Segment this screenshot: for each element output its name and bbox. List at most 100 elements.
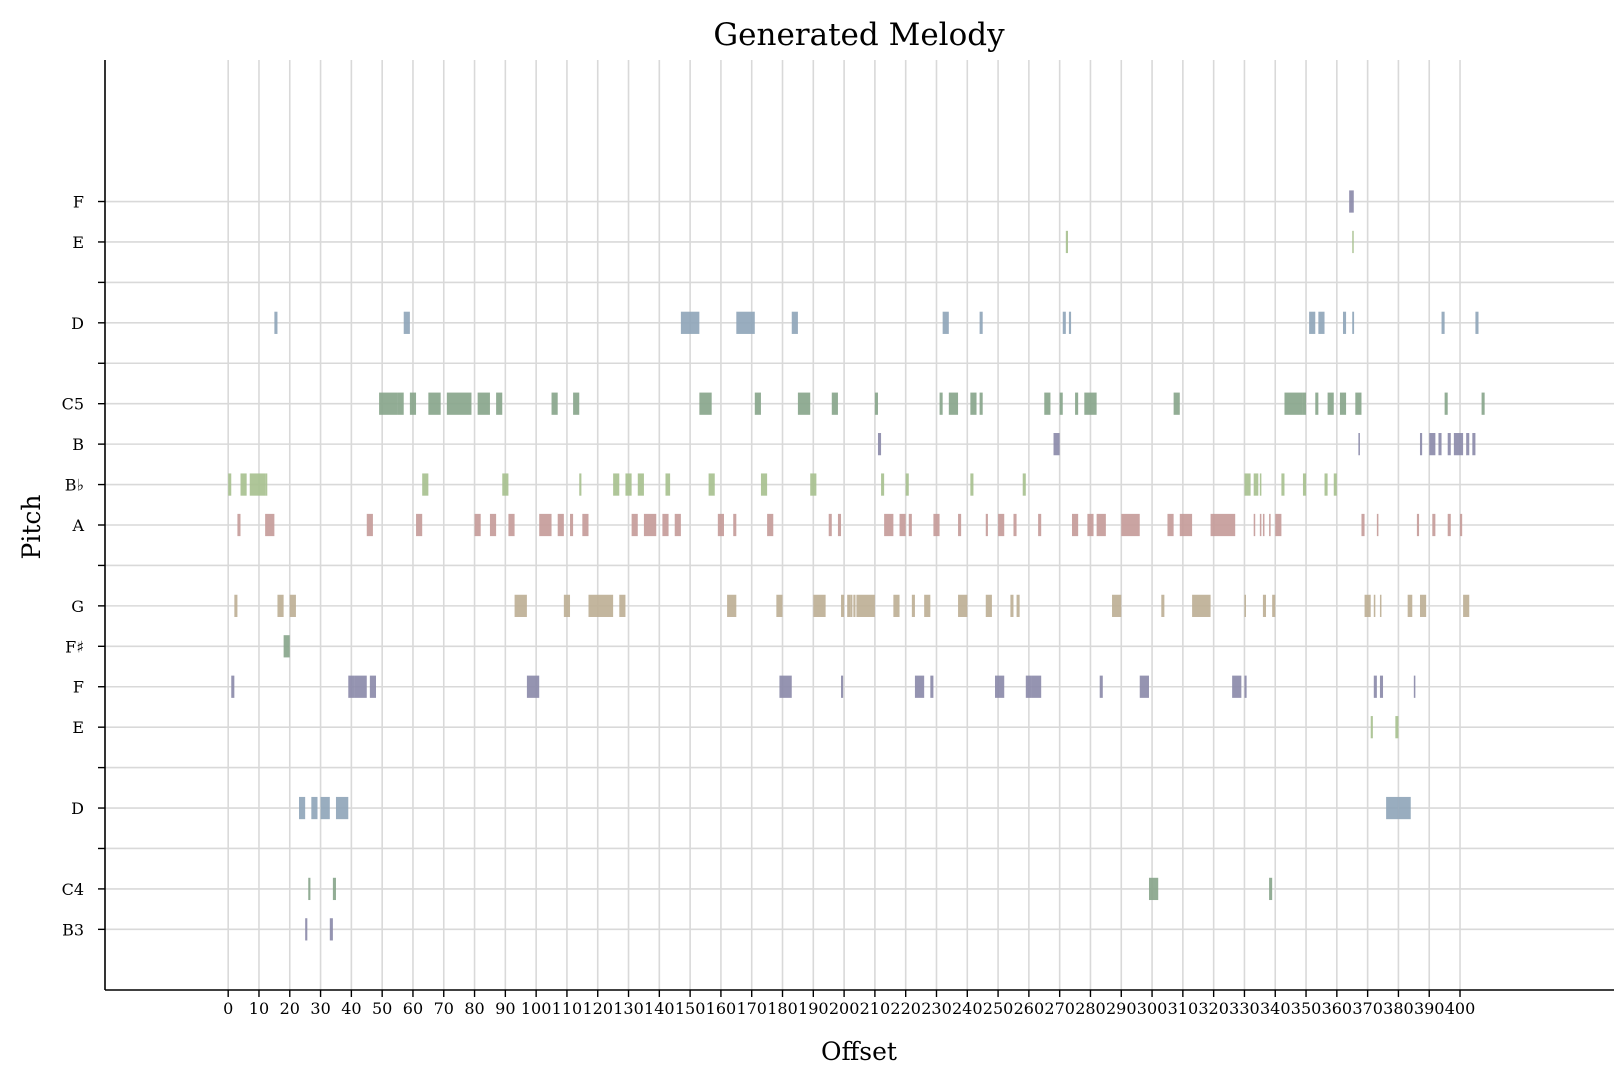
y-tick-label: D [71, 314, 84, 333]
x-tick-label: 400 [1445, 999, 1476, 1018]
note-bar [736, 311, 755, 334]
note-bar [841, 675, 844, 698]
note-bar [1059, 392, 1063, 415]
note-bar [985, 513, 988, 537]
note-bar [1416, 513, 1420, 537]
note-bar [727, 594, 737, 617]
note-bar [1376, 513, 1379, 537]
note-bar [320, 796, 330, 820]
note-bar [335, 796, 349, 820]
note-bar [911, 594, 915, 617]
x-tick-label: 210 [860, 999, 891, 1018]
x-tick-label: 40 [341, 999, 361, 1018]
note-bar [1016, 594, 1020, 617]
y-tick-label: D [71, 799, 84, 818]
y-tick-label: F [73, 193, 84, 212]
note-bar [1262, 513, 1265, 537]
note-bar [1096, 513, 1106, 537]
note-bar [1466, 433, 1470, 456]
y-tick-label: A [71, 516, 84, 535]
x-tick-label: 370 [1352, 999, 1383, 1018]
note-bar [1407, 594, 1413, 617]
note-bar [277, 594, 284, 617]
note-bar [717, 513, 724, 537]
note-bar [477, 392, 490, 415]
note-bar [1441, 311, 1445, 334]
note-bar [1419, 433, 1423, 456]
note-bar [1447, 513, 1451, 537]
x-tick-label: 320 [1198, 999, 1229, 1018]
note-bar [1481, 392, 1485, 415]
note-bar [995, 675, 1005, 698]
note-bar [563, 594, 571, 617]
note-bar [847, 594, 851, 617]
note-bar [1053, 433, 1060, 456]
grid-layer [105, 60, 1614, 990]
note-bar [1318, 311, 1325, 334]
x-tick-label: 30 [310, 999, 330, 1018]
ticks-layer: 0 10 20 30 40 50 60 70 80 90 100 110 120 130 140 150 160… [62, 193, 1476, 1018]
note-bar [1139, 675, 1149, 698]
note-bar [905, 473, 909, 496]
note-bar [1173, 392, 1180, 415]
x-tick-label: 230 [921, 999, 952, 1018]
note-bar [1429, 433, 1436, 456]
note-bar [1453, 433, 1464, 456]
note-bar [502, 473, 509, 496]
note-bar [1253, 473, 1259, 496]
note-bar [1342, 311, 1347, 334]
note-bar [1044, 392, 1051, 415]
note-bar [403, 311, 410, 334]
note-bar [299, 796, 306, 820]
note-bar [933, 513, 940, 537]
note-bar [908, 513, 912, 537]
note-bar [1244, 473, 1251, 496]
x-tick-label: 90 [495, 999, 515, 1018]
x-tick-label: 200 [829, 999, 860, 1018]
x-tick-label: 250 [983, 999, 1014, 1018]
note-bar [619, 594, 626, 617]
x-tick-label: 270 [1044, 999, 1075, 1018]
note-bar [1269, 513, 1271, 537]
note-bar [1444, 392, 1448, 415]
x-tick-label: 310 [1168, 999, 1199, 1018]
note-bar [422, 473, 429, 496]
note-bar [1281, 473, 1285, 496]
note-bar [582, 513, 589, 537]
y-tick-label: F♯ [65, 637, 84, 656]
note-bar [329, 918, 333, 941]
note-bar [767, 513, 774, 537]
note-bar [570, 513, 574, 537]
note-bar [416, 513, 423, 537]
note-bar [754, 392, 761, 415]
note-bar [1373, 594, 1376, 617]
note-bar [1432, 513, 1436, 537]
note-bar [625, 473, 632, 496]
x-tick-label: 100 [521, 999, 552, 1018]
note-bar [958, 594, 968, 617]
note-bar [240, 473, 247, 496]
note-bar [579, 473, 582, 496]
note-bar [760, 473, 768, 496]
note-bar [228, 473, 232, 496]
note-bar [797, 392, 811, 415]
note-bar [1302, 392, 1307, 415]
note-bar [662, 513, 669, 537]
note-bar [1259, 513, 1262, 537]
note-bar [733, 513, 737, 537]
note-bar [489, 513, 497, 537]
note-bar [1463, 594, 1470, 617]
x-tick-label: 0 [223, 999, 233, 1018]
note-bar [665, 473, 671, 496]
note-bar [791, 311, 798, 334]
x-tick-label: 240 [952, 999, 983, 1018]
note-bar [1349, 190, 1354, 213]
note-bar [1038, 513, 1042, 537]
note-bar [613, 473, 620, 496]
note-bar [474, 513, 481, 537]
note-bar [237, 513, 241, 537]
x-tick-label: 140 [644, 999, 675, 1018]
y-axis-title: Pitch [17, 495, 46, 560]
note-bar [265, 513, 275, 537]
note-bar [332, 877, 336, 901]
